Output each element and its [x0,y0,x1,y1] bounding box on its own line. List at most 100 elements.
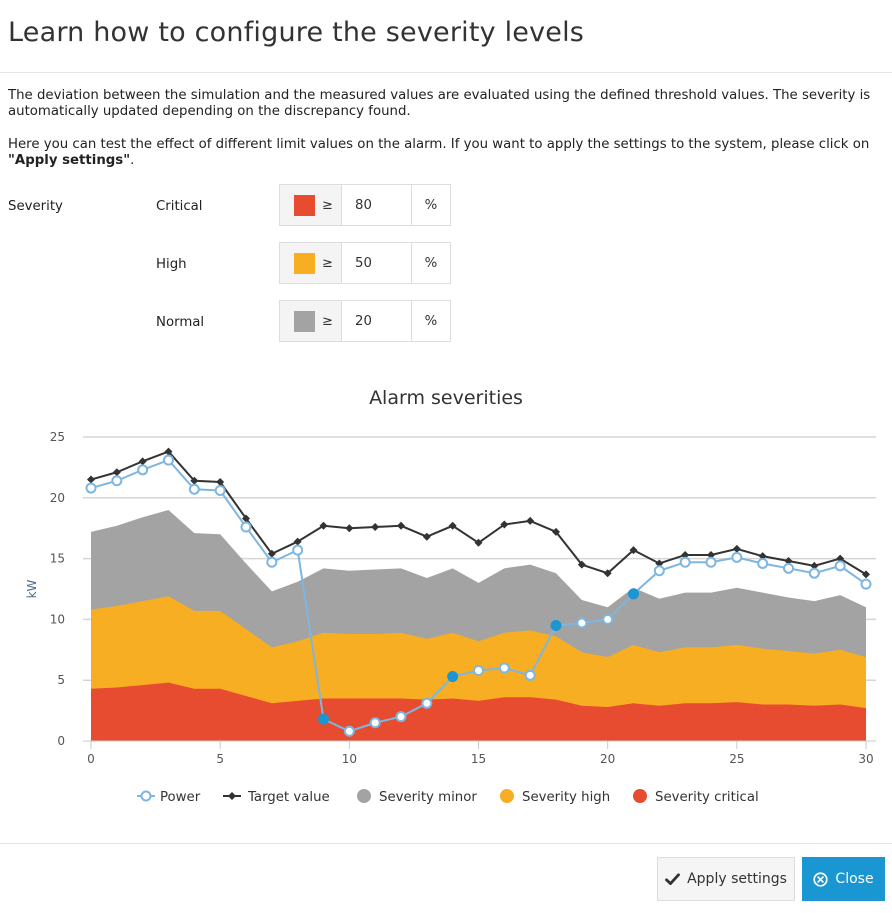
target-value-marker [345,524,354,533]
dialog-footer [0,843,892,913]
description-paragraph: The deviation between the simulation and… [8,88,871,119]
severity-critical-label: Critical [156,199,203,214]
high-threshold-input[interactable] [342,243,412,283]
target-value-marker [112,468,121,477]
normal-unit: % [424,313,438,329]
instruction-suffix: . [130,153,135,168]
target-value-marker [474,538,483,547]
area-severity-critical [91,682,866,741]
power-marker [524,669,536,681]
y-tick-label: 15 [50,552,65,566]
power-alarm-marker [550,619,562,631]
power-marker [808,567,820,579]
power-marker [240,521,252,533]
target-value-marker [371,522,380,531]
target-value-marker [707,550,715,559]
dialog-title: Learn how to configure the severity leve… [8,17,585,48]
x-tick-label: 30 [858,752,873,766]
power-marker [111,475,123,487]
x-tick-label: 0 [87,752,95,766]
power-marker [576,617,588,629]
power-marker [860,578,872,590]
severity-label: Severity [8,199,63,214]
y-tick-label: 20 [50,491,65,505]
power-marker [783,562,794,574]
x-tick-label: 20 [600,752,615,766]
severity-high-group: ≥ % [279,242,451,284]
power-marker [369,717,381,729]
power-marker [395,711,407,723]
target-value-marker [87,475,95,484]
power-marker [343,725,355,737]
legend-label: Power [160,790,201,805]
close-button[interactable]: Close [802,857,885,901]
target-value-marker [164,447,173,456]
legend-label: Severity minor [379,790,477,805]
y-tick-label: 25 [50,430,65,444]
target-value-marker [836,554,845,563]
target-value-marker [216,477,225,486]
severity-normal-addon: ≥ [280,301,342,341]
target-value-marker [655,559,664,568]
target-value-marker [810,561,819,570]
power-marker [137,464,149,476]
legend-severity-high: Severity high [500,789,610,805]
target-value-marker [448,521,457,530]
power-marker [473,664,484,676]
severity-critical-group: ≥ % [279,184,451,226]
target-value-marker [190,476,199,485]
high-operator: ≥ [322,255,333,271]
power-marker [214,485,226,497]
power-marker [266,556,278,568]
instruction-paragraph: Here you can test the effect of differen… [8,137,886,169]
target-value-marker [629,546,638,555]
power-marker [705,556,717,568]
power-marker [421,697,433,709]
legend-target-value: Target value [223,790,330,805]
target-value-marker [603,569,612,578]
legend-label: Severity critical [655,790,759,805]
critical-operator: ≥ [322,197,333,213]
close-label: Close [835,871,874,887]
normal-color-swatch [294,310,315,332]
target-value-marker [267,549,276,558]
target-value-marker [293,537,302,546]
power-marker [292,544,304,556]
critical-threshold-input[interactable] [342,185,412,225]
power-alarm-marker [447,671,459,683]
target-value-marker [500,520,509,529]
power-alarm-marker [318,713,329,725]
y-tick-label: 5 [57,673,65,687]
target-value-marker [681,550,690,559]
x-tick-label: 10 [342,752,357,766]
power-marker [498,662,510,674]
chart-title: Alarm severities [369,387,523,409]
severity-normal-label: Normal [156,315,205,330]
apply-settings-reference: "Apply settings" [8,153,131,168]
legend-area-symbol [357,789,371,803]
close-circle-icon [813,871,829,887]
apply-settings-label: Apply settings [687,871,787,887]
legend-label: Severity high [522,790,610,805]
target-value-marker [552,527,560,536]
y-tick-label: 10 [50,612,65,626]
severity-high-addon: ≥ [280,243,342,283]
x-tick-label: 5 [216,752,224,766]
legend-area-symbol [500,789,514,803]
power-marker [85,482,97,494]
x-tick-label: 15 [471,752,486,766]
power-marker [602,613,614,625]
high-color-swatch [294,252,315,274]
normal-threshold-input[interactable] [342,301,412,341]
power-marker [834,560,846,572]
target-value-marker [758,552,767,561]
apply-settings-button[interactable]: Apply settings [657,857,795,901]
power-marker [188,483,200,495]
legend-target-symbol [228,792,236,800]
normal-operator: ≥ [322,313,333,329]
dialog-header: Learn how to configure the severity leve… [0,0,892,73]
target-value-marker [577,560,586,569]
y-axis-label: kW [25,579,39,598]
target-value-marker [138,457,147,466]
target-value-marker [526,516,535,525]
